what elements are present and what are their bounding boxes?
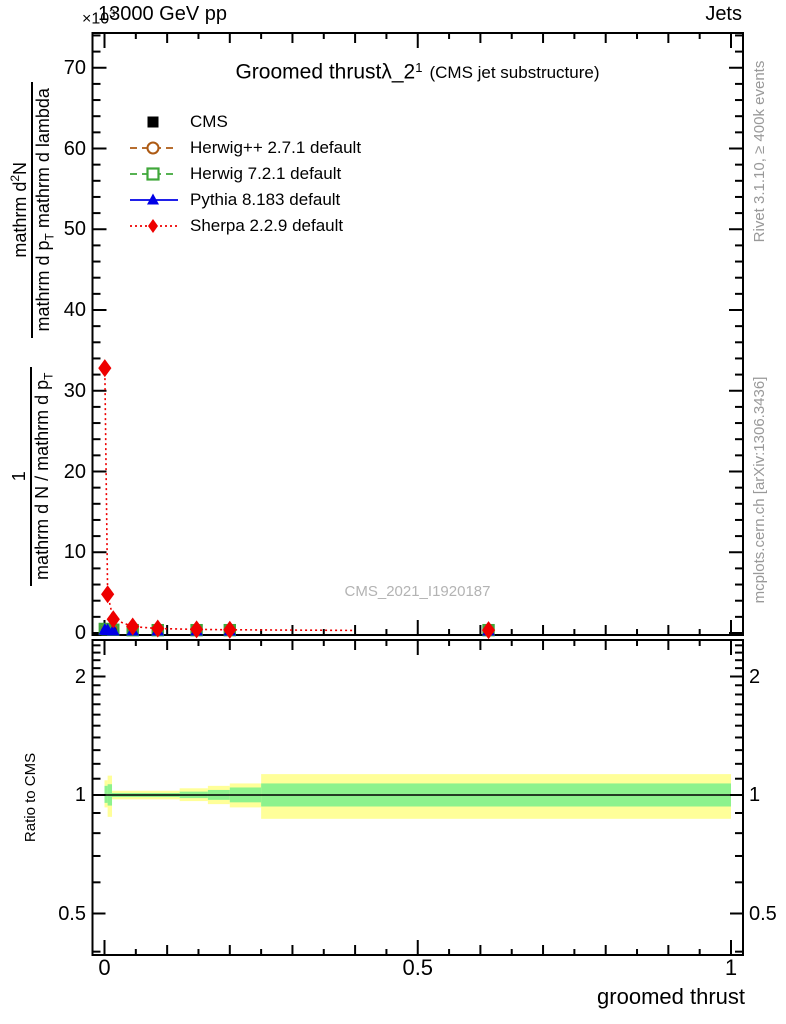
ratio-y-tick-label-right: 1: [749, 784, 761, 806]
series-marker-sherpa-2-2-9-default: [98, 359, 112, 378]
legend-label: CMS: [190, 112, 228, 131]
series-marker-sherpa-2-2-9-default: [189, 620, 204, 639]
legend-item-herwig-2-7-1-default: Herwig++ 2.7.1 default: [128, 135, 361, 161]
ratio-y-tick-label-right: 0.5: [749, 902, 777, 925]
main-y-tick-label: 60: [63, 137, 86, 160]
plot-title: Groomed thrustλ_21 (CMS jet substructure): [92, 60, 743, 84]
main-y-tick-label: 10: [63, 541, 86, 564]
mcplots-reference-note: mcplots.cern.ch [arXiv:1306.3436]: [751, 376, 768, 604]
x-tick-label: 0.5: [402, 955, 434, 980]
series-marker-sherpa-2-2-9-default: [126, 617, 140, 636]
legend-item-herwig-7-2-1-default: Herwig 7.2.1 default: [128, 161, 361, 187]
plot-title-main: Groomed thrust: [235, 60, 382, 84]
main-y-tick-label: 20: [63, 460, 86, 483]
series-marker-sherpa-2-2-9-default: [106, 610, 120, 629]
ratio-y-tick-label-left: 0.5: [58, 902, 86, 925]
legend-marker-icon: [130, 167, 178, 181]
legend-item-cms: CMS: [128, 109, 361, 135]
x-tick-label: 0: [98, 955, 111, 980]
legend-marker-icon: [130, 141, 178, 155]
y-axis-exponent: ×103: [82, 8, 115, 28]
series-marker-sherpa-2-2-9-default: [101, 585, 115, 604]
legend-item-sherpa-2-2-9-default: Sherpa 2.2.9 default: [128, 213, 361, 239]
ylabel-frac2-numerator: mathrm d2N: [8, 82, 33, 338]
ratio-y-tick-label-right: 2: [749, 665, 761, 688]
legend-label: Pythia 8.183 default: [190, 190, 341, 209]
rivet-version-note: Rivet 3.1.10, ≥ 400k events: [751, 60, 768, 243]
main-y-tick-label: 50: [63, 218, 86, 241]
ratio-plot-frame: [91, 639, 744, 956]
main-y-tick-label: 0: [74, 622, 86, 644]
beam-energy-label: 13000 GeV pp: [98, 3, 227, 25]
plot-title-superscript: 1: [415, 60, 423, 75]
legend-marker-icon: [130, 193, 178, 205]
main-y-tick-label: 40: [63, 299, 86, 321]
legend-label: Herwig++ 2.7.1 default: [190, 138, 362, 157]
legend-item-pythia-8-183-default: Pythia 8.183 default: [128, 187, 361, 213]
exponent-prefix: ×10: [82, 10, 110, 28]
plot-title-paren: (CMS jet substructure): [429, 63, 600, 83]
legend: CMS Herwig++ 2.7.1 default Herwig 7.2.1 de…: [128, 109, 361, 239]
main-plot-frame: [91, 32, 744, 636]
ratio-y-tick-label-left: 2: [74, 665, 86, 688]
main-y-tick-label: 70: [63, 56, 86, 79]
exponent-sup: 3: [109, 8, 116, 20]
ratio-y-axis-label: Ratio to CMS: [22, 752, 39, 843]
x-tick-label: 1: [724, 955, 738, 980]
analysis-id-watermark: CMS_2021_I1920187: [344, 583, 491, 600]
x-axis-label: groomed thrust: [597, 984, 745, 1009]
legend-label: Sherpa 2.2.9 default: [190, 216, 344, 235]
series-marker-pythia-8-183-default: [106, 623, 120, 636]
legend-label: Herwig 7.2.1 default: [190, 164, 342, 183]
main-y-tick-label: 30: [63, 379, 86, 402]
plot-title-symbol: λ_2: [381, 60, 416, 84]
analysis-tag-label: Jets: [705, 3, 742, 25]
series-marker-sherpa-2-2-9-default: [481, 621, 496, 640]
ratio-y-tick-label-left: 1: [74, 784, 86, 806]
ylabel-frac1-numerator: 1: [9, 366, 32, 586]
series-marker-sherpa-2-2-9-default: [151, 619, 165, 638]
series-marker-sherpa-2-2-9-default: [223, 620, 237, 639]
legend-marker-icon: [147, 116, 159, 128]
legend-marker-icon: [130, 219, 178, 233]
